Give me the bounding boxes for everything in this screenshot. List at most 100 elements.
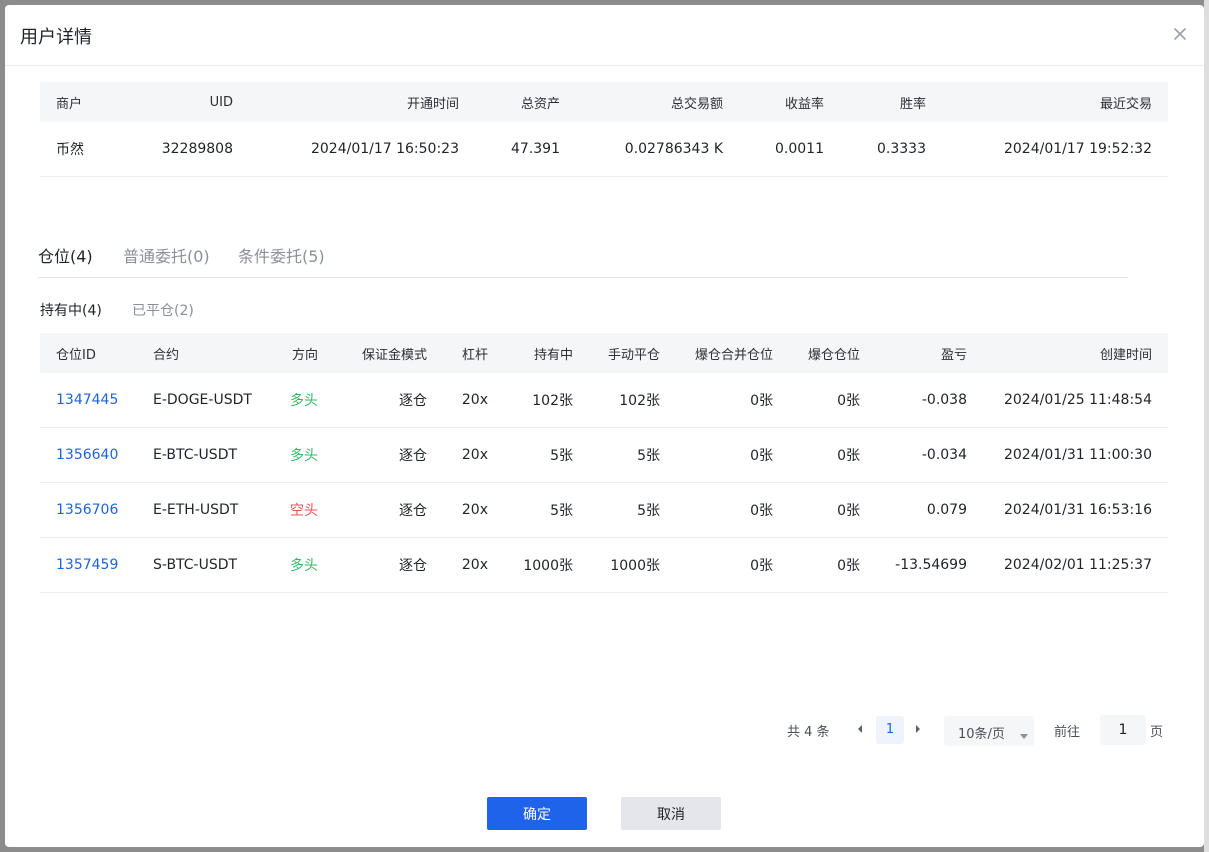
- page-size-select[interactable]: 10条/页: [944, 716, 1034, 746]
- liq-merged-cell: 0张: [676, 482, 789, 538]
- manual-close-cell: 5张: [589, 427, 676, 483]
- col-header: 杠杆: [443, 333, 504, 373]
- direction-cell: 空头: [263, 482, 334, 538]
- goto-page-input[interactable]: [1100, 715, 1146, 745]
- prev-page-icon[interactable]: [855, 723, 865, 739]
- uid-cell: 32289808: [136, 122, 249, 177]
- subtab-closed[interactable]: 已平仓(2): [132, 303, 194, 319]
- contract-cell: E-ETH-USDT: [137, 482, 263, 538]
- col-header: 手动平仓: [589, 333, 676, 373]
- page-suffix: 页: [1150, 725, 1164, 740]
- direction-cell: 多头: [263, 373, 334, 428]
- win-rate-cell: 0.3333: [840, 122, 942, 177]
- col-header: 合约: [137, 333, 263, 373]
- margin-mode-cell: 逐仓: [334, 537, 443, 593]
- col-header: 总资产: [475, 82, 576, 122]
- col-header: 收益率: [739, 82, 840, 122]
- tab-bar: 仓位(4) 普通委托(0) 条件委托(5): [38, 243, 1128, 278]
- holding-cell: 5张: [504, 427, 589, 483]
- user-info-table: 商户 UID 开通时间 总资产 总交易额 收益率 胜率 最近交易 币然 3228…: [40, 82, 1168, 177]
- col-header: UID: [136, 82, 249, 122]
- direction-cell: 多头: [263, 427, 334, 483]
- liq-position-cell: 0张: [789, 482, 876, 538]
- col-header: 胜率: [840, 82, 942, 122]
- liq-position-cell: 0张: [789, 373, 876, 428]
- created-time-cell: 2024/01/31 16:53:16: [983, 482, 1168, 538]
- margin-mode-cell: 逐仓: [334, 482, 443, 538]
- user-table-header: 商户 UID 开通时间 总资产 总交易额 收益率 胜率 最近交易: [40, 82, 1168, 122]
- manual-close-cell: 1000张: [589, 537, 676, 593]
- open-time-cell: 2024/01/17 16:50:23: [249, 122, 475, 177]
- leverage-cell: 20x: [443, 427, 504, 483]
- page-size-value: 10条/页: [958, 727, 1005, 742]
- tab-conditional-orders[interactable]: 条件委托(5): [238, 247, 325, 266]
- created-time-cell: 2024/02/01 11:25:37: [983, 537, 1168, 593]
- tab-normal-orders[interactable]: 普通委托(0): [123, 247, 210, 266]
- col-header: 创建时间: [983, 333, 1168, 373]
- position-id-link[interactable]: 1347445: [40, 373, 137, 428]
- col-header: 总交易额: [576, 82, 739, 122]
- position-id-link[interactable]: 1357459: [40, 537, 137, 593]
- table-row: 1356640 E-BTC-USDT 多头 逐仓 20x 5张 5张 0张 0张…: [40, 427, 1168, 483]
- holding-cell: 1000张: [504, 537, 589, 593]
- pnl-cell: -0.034: [876, 427, 983, 483]
- manual-close-cell: 5张: [589, 482, 676, 538]
- position-id-link[interactable]: 1356640: [40, 427, 137, 483]
- dialog-header: 用户详情: [5, 5, 1204, 66]
- caret-down-icon: [1020, 729, 1028, 744]
- pnl-cell: -0.038: [876, 373, 983, 428]
- total-assets-cell: 47.391: [475, 122, 576, 177]
- close-icon[interactable]: [1169, 23, 1191, 45]
- table-row: 1356706 E-ETH-USDT 空头 逐仓 20x 5张 5张 0张 0张…: [40, 482, 1168, 538]
- contract-cell: E-DOGE-USDT: [137, 373, 263, 428]
- created-time-cell: 2024/01/31 11:00:30: [983, 427, 1168, 483]
- table-row: 1347445 E-DOGE-USDT 多头 逐仓 20x 102张 102张 …: [40, 373, 1168, 428]
- page-number-current[interactable]: 1: [876, 716, 904, 744]
- margin-mode-cell: 逐仓: [334, 373, 443, 428]
- leverage-cell: 20x: [443, 537, 504, 593]
- table-row: 1357459 S-BTC-USDT 多头 逐仓 20x 1000张 1000张…: [40, 537, 1168, 593]
- holding-cell: 5张: [504, 482, 589, 538]
- leverage-cell: 20x: [443, 373, 504, 428]
- subtab-holding[interactable]: 持有中(4): [40, 303, 102, 319]
- total-volume-cell: 0.02786343 K: [576, 122, 739, 177]
- liq-position-cell: 0张: [789, 427, 876, 483]
- user-detail-dialog: 用户详情 商户 UID 开通时间 总资产 总交易额 收益率 胜率 最近交易 币然: [5, 5, 1204, 847]
- col-header: 盈亏: [876, 333, 983, 373]
- holding-cell: 102张: [504, 373, 589, 428]
- pagination: 共 4 条 1 10条/页 前往 页: [5, 715, 1204, 746]
- col-header: 持有中: [504, 333, 589, 373]
- direction-cell: 多头: [263, 537, 334, 593]
- col-header: 开通时间: [249, 82, 475, 122]
- leverage-cell: 20x: [443, 482, 504, 538]
- col-header: 最近交易: [942, 82, 1168, 122]
- col-header: 爆仓仓位: [789, 333, 876, 373]
- return-rate-cell: 0.0011: [739, 122, 840, 177]
- merchant-cell: 币然: [40, 122, 136, 177]
- contract-cell: E-BTC-USDT: [137, 427, 263, 483]
- positions-table: 仓位ID 合约 方向 保证金模式 杠杆 持有中 手动平仓 爆仓合并仓位 爆仓仓位…: [40, 333, 1168, 593]
- col-header: 商户: [40, 82, 136, 122]
- positions-table-header: 仓位ID 合约 方向 保证金模式 杠杆 持有中 手动平仓 爆仓合并仓位 爆仓仓位…: [40, 333, 1168, 373]
- user-row: 币然 32289808 2024/01/17 16:50:23 47.391 0…: [40, 122, 1168, 177]
- pnl-cell: 0.079: [876, 482, 983, 538]
- liq-merged-cell: 0张: [676, 373, 789, 428]
- liq-merged-cell: 0张: [676, 537, 789, 593]
- pagination-total: 共 4 条: [787, 725, 830, 740]
- position-id-link[interactable]: 1356706: [40, 482, 137, 538]
- dialog-title: 用户详情: [20, 27, 92, 48]
- col-header: 保证金模式: [334, 333, 443, 373]
- next-page-icon[interactable]: [913, 723, 923, 739]
- margin-mode-cell: 逐仓: [334, 427, 443, 483]
- confirm-button[interactable]: 确定: [487, 797, 587, 830]
- liq-position-cell: 0张: [789, 537, 876, 593]
- goto-label: 前往: [1054, 725, 1081, 740]
- contract-cell: S-BTC-USDT: [137, 537, 263, 593]
- tab-positions[interactable]: 仓位(4): [38, 247, 93, 266]
- background-right-edge: [1204, 0, 1209, 852]
- cancel-button[interactable]: 取消: [621, 797, 721, 830]
- last-trade-cell: 2024/01/17 19:52:32: [942, 122, 1168, 177]
- created-time-cell: 2024/01/25 11:48:54: [983, 373, 1168, 428]
- manual-close-cell: 102张: [589, 373, 676, 428]
- liq-merged-cell: 0张: [676, 427, 789, 483]
